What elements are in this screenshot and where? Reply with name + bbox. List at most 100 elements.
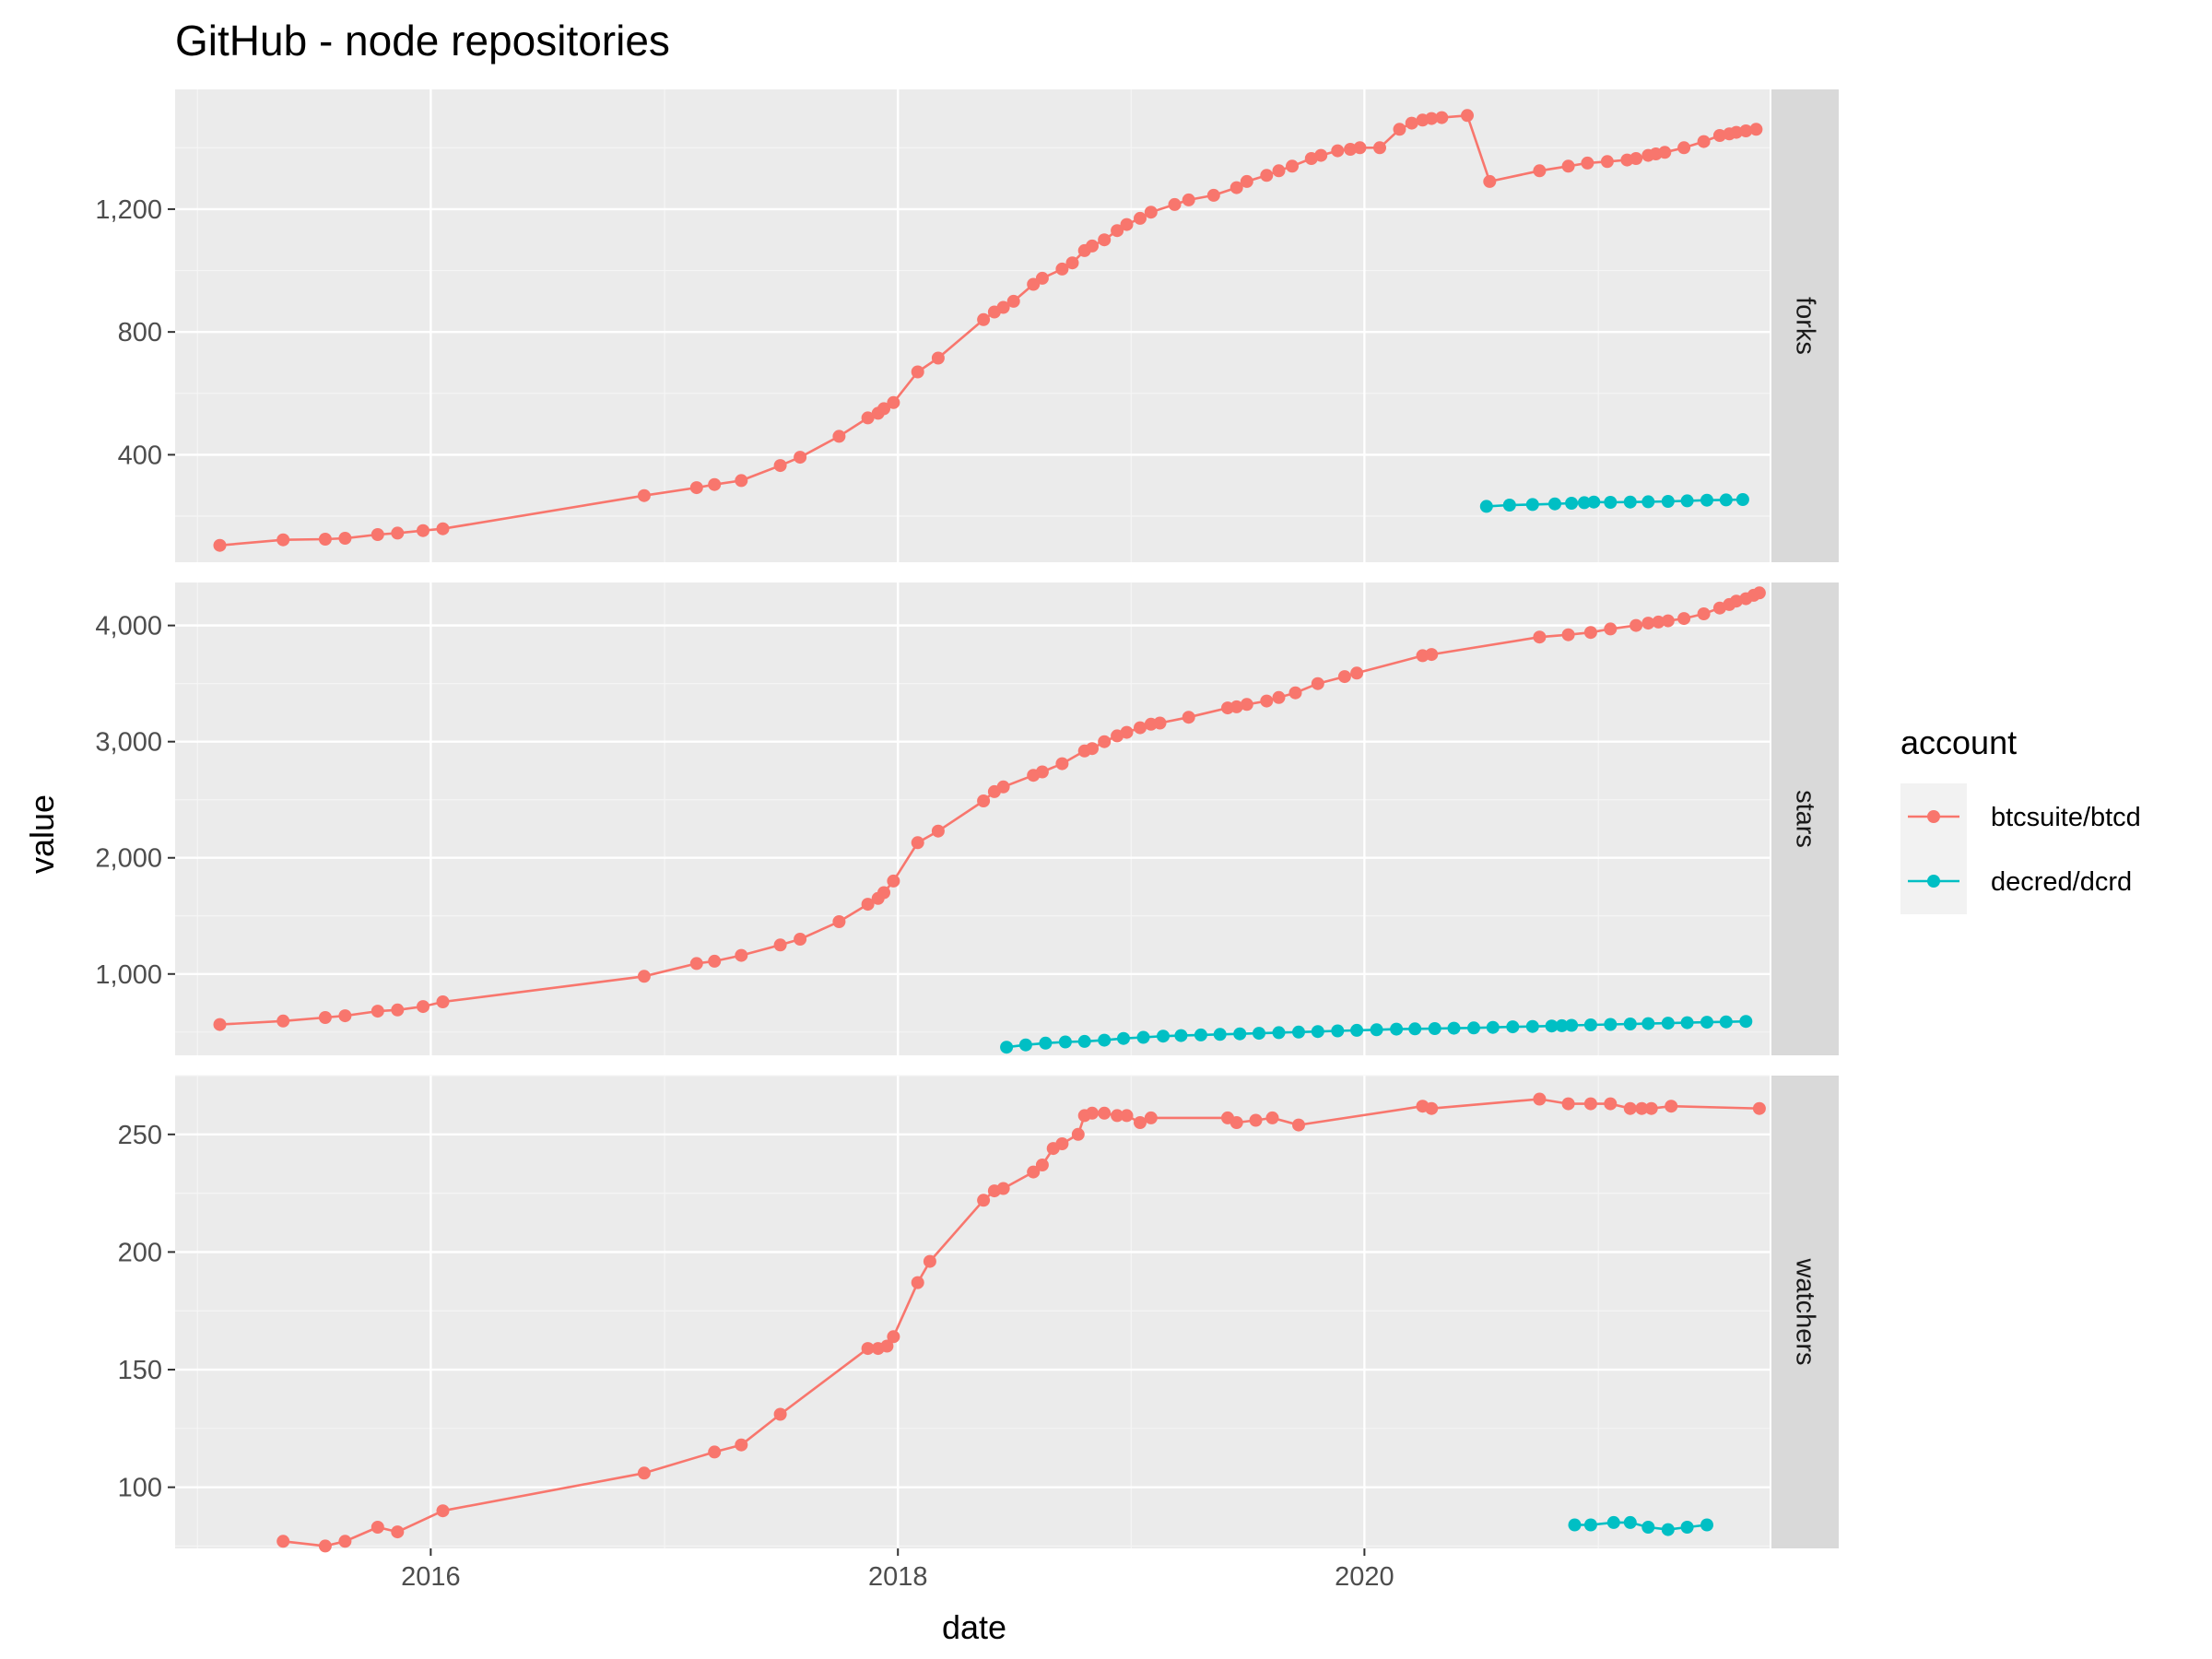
data-point	[637, 970, 651, 983]
data-point	[1213, 1028, 1227, 1041]
data-point	[887, 1330, 900, 1344]
data-point	[1735, 493, 1749, 506]
data-point	[1350, 1023, 1364, 1037]
data-point	[1144, 1111, 1158, 1124]
data-point	[1630, 152, 1643, 165]
panel-forks: 400 800 1,200 forks	[95, 89, 1839, 562]
data-point	[1604, 496, 1618, 509]
data-point	[1134, 211, 1147, 225]
data-point	[1606, 1515, 1620, 1529]
data-point	[1144, 206, 1158, 219]
data-point	[1111, 1109, 1124, 1123]
data-point	[1136, 1030, 1150, 1044]
data-point	[1353, 141, 1367, 155]
data-point	[1697, 135, 1711, 148]
data-point	[1311, 677, 1324, 690]
series-btcsuite-btcd	[213, 586, 1766, 1031]
legend-title: account	[1900, 724, 2017, 761]
data-point	[735, 948, 748, 962]
data-point	[1120, 725, 1134, 739]
data-point	[1486, 1020, 1500, 1034]
y-tick-label: 400	[118, 441, 162, 470]
data-point	[977, 794, 991, 807]
data-point	[1230, 1116, 1243, 1129]
strip-forks	[1771, 89, 1839, 562]
data-point	[1561, 628, 1575, 641]
data-point	[1055, 262, 1069, 276]
data-point	[1583, 1518, 1597, 1532]
data-point	[1373, 141, 1386, 155]
legend-key-point	[1927, 810, 1940, 823]
data-point	[213, 1018, 227, 1031]
data-point	[1661, 1017, 1675, 1030]
data-point	[1120, 1109, 1134, 1123]
data-point	[318, 533, 332, 546]
data-point	[1253, 1027, 1265, 1041]
data-point	[880, 1339, 894, 1353]
data-point	[1479, 500, 1493, 513]
data-point	[1739, 124, 1753, 137]
data-point	[1153, 716, 1167, 730]
data-point	[1194, 1028, 1207, 1041]
data-point	[1555, 1018, 1569, 1032]
chart-title: GitHub - node repositories	[175, 17, 670, 65]
data-point	[1182, 193, 1195, 206]
data-point	[318, 1011, 332, 1024]
y-tick-label: 1,200	[95, 195, 162, 225]
data-point	[1533, 164, 1547, 178]
data-point	[276, 1014, 290, 1028]
data-point	[1604, 1018, 1618, 1031]
data-point	[1120, 218, 1134, 231]
data-point	[1425, 1101, 1439, 1115]
data-point	[1000, 1041, 1014, 1054]
data-point	[1652, 615, 1665, 629]
data-point	[1230, 700, 1243, 713]
data-point	[1623, 1018, 1637, 1030]
data-point	[1168, 197, 1182, 211]
data-point	[1502, 499, 1516, 512]
data-point	[1581, 156, 1594, 170]
data-point	[417, 524, 429, 537]
data-point	[1623, 495, 1637, 509]
data-point	[1661, 1523, 1675, 1536]
data-point	[1568, 1518, 1582, 1532]
data-point	[1700, 1518, 1713, 1532]
data-point	[1077, 1034, 1091, 1048]
legend-label: btcsuite/btcd	[1991, 803, 2141, 832]
panel-background	[175, 89, 1770, 562]
data-point	[832, 429, 846, 443]
data-point	[1240, 698, 1253, 712]
data-point	[1561, 159, 1575, 173]
y-tick-label: 100	[118, 1474, 162, 1503]
data-point	[1583, 626, 1597, 640]
data-point	[887, 874, 900, 888]
data-point	[338, 1535, 352, 1548]
panel-stars: 1,000 2,000 3,000 4,000 stars	[95, 582, 1839, 1055]
data-point	[1018, 1038, 1032, 1052]
data-point	[1565, 497, 1579, 510]
data-point	[1157, 1030, 1170, 1043]
data-point	[1265, 1111, 1279, 1124]
y-tick-label: 3,000	[95, 728, 162, 758]
data-point	[708, 1445, 722, 1459]
data-point	[1545, 1019, 1559, 1033]
data-point	[1098, 233, 1112, 247]
data-point	[1577, 496, 1591, 510]
data-point	[1058, 1035, 1072, 1049]
data-point	[735, 1438, 748, 1452]
data-point	[1260, 169, 1274, 182]
data-point	[996, 780, 1010, 794]
data-point	[1260, 694, 1274, 708]
data-point	[1641, 495, 1655, 509]
data-point	[1641, 617, 1655, 630]
data-point	[1117, 1031, 1130, 1045]
data-point	[1331, 1024, 1345, 1038]
data-point	[1548, 497, 1561, 511]
data-point	[1390, 1022, 1404, 1036]
data-point	[637, 1466, 651, 1480]
data-point	[1680, 494, 1694, 508]
data-point	[1086, 742, 1099, 756]
x-axis-title: date	[942, 1608, 1006, 1646]
x-tick-label: 2016	[401, 1562, 461, 1592]
data-point	[1393, 123, 1406, 136]
